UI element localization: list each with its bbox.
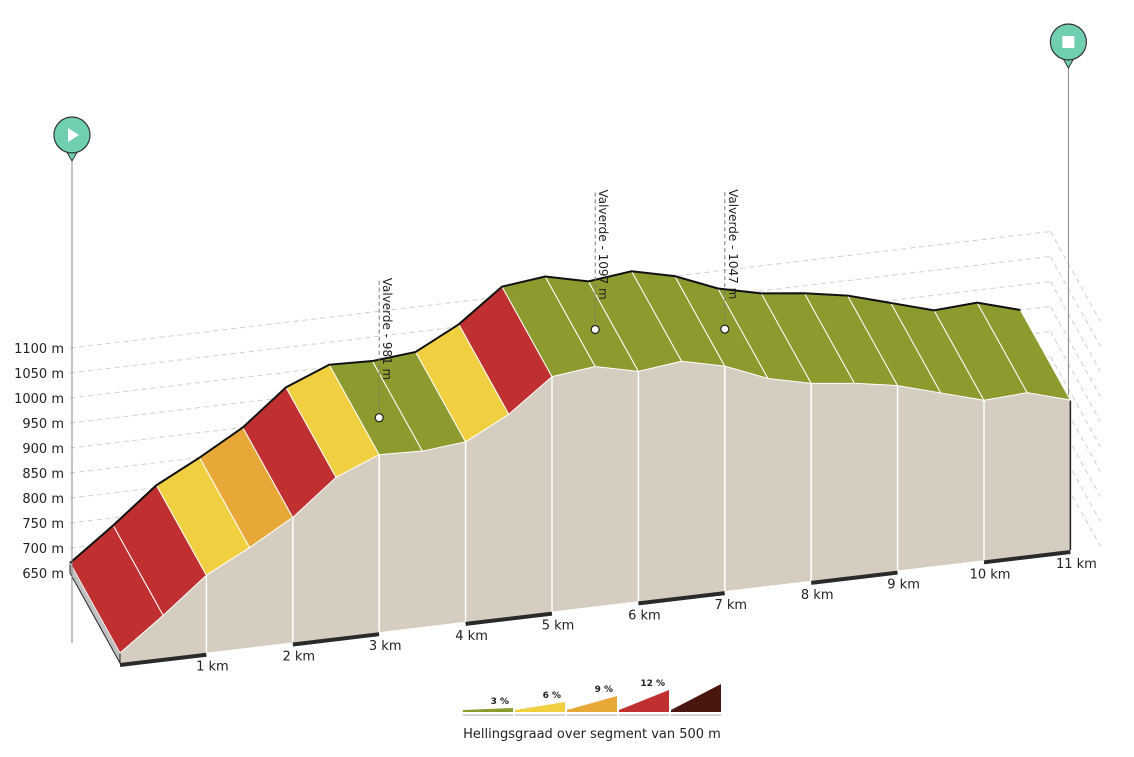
base-strip: [810, 570, 898, 585]
profile-top-edge: [69, 270, 1021, 564]
grid-line: [69, 255, 1051, 374]
base-strip: [119, 652, 207, 667]
peak-point: [720, 324, 730, 334]
legend-caption: Hellingsgraad over segment van 500 m: [463, 727, 721, 742]
grid-line: [1049, 406, 1101, 497]
y-tick-label: 1050 m: [14, 367, 64, 382]
base-strip: [724, 580, 812, 596]
y-tick-label: 1000 m: [14, 392, 64, 407]
grid-line: [1049, 431, 1101, 522]
y-tick-label: 900 m: [22, 442, 64, 457]
grid-line: [1049, 381, 1101, 472]
peak-point: [590, 324, 600, 335]
base-strip: [206, 642, 294, 657]
x-tick-label: 10 km: [970, 567, 1011, 582]
legend-swatch: [567, 696, 617, 712]
grid-line: [1049, 231, 1101, 322]
legend-label: 6 %: [543, 691, 561, 701]
legend-label: 12 %: [640, 679, 665, 689]
base-strip: [983, 550, 1071, 565]
side-layer: [69, 361, 1072, 667]
base-strip: [292, 632, 380, 647]
grid-line: [1049, 356, 1101, 447]
y-tick-label: 850 m: [22, 467, 64, 482]
grid-line: [69, 230, 1051, 349]
legend-swatch: [515, 702, 565, 712]
route-markers: [53, 23, 1088, 643]
base-strip: [378, 621, 466, 637]
grid-line: [1049, 456, 1101, 547]
x-tick-label: 11 km: [1056, 557, 1097, 572]
x-tick-label: 7 km: [714, 598, 747, 613]
legend-label: 9 %: [595, 685, 613, 695]
grid-line: [1049, 331, 1101, 422]
x-tick-label: 6 km: [628, 608, 661, 623]
y-tick-label: 650 m: [22, 567, 64, 582]
x-tick-label: 8 km: [801, 588, 834, 603]
axis-labels: 650 m 700 m 750 m 800 m 850 m 900 m 950 m 1000 …: [14, 342, 1097, 675]
legend-swatch: [671, 684, 721, 712]
grid-line: [1049, 281, 1101, 372]
x-tick-label: 2 km: [282, 649, 315, 664]
y-tick-label: 1100 m: [14, 342, 64, 357]
legend-swatch: [619, 690, 669, 712]
peak-label: Valverde - 1047 m: [726, 189, 740, 299]
peak-point: [374, 413, 384, 423]
x-tick-label: 1 km: [196, 660, 229, 675]
legend-label: 3 %: [491, 697, 509, 707]
x-tick-label: 5 km: [542, 619, 575, 634]
peak-annotations: Valverde - 981 m Valverde - 1097 m Valverd…: [374, 189, 740, 423]
grid-line: [69, 280, 1051, 399]
grade-segments: [69, 270, 1072, 654]
y-tick-label: 700 m: [22, 542, 64, 557]
base-strip: [638, 591, 726, 606]
profile-side-face: [120, 361, 1071, 663]
grid-line: [1049, 306, 1101, 397]
stop-icon: [1062, 36, 1075, 48]
y-tick-label: 950 m: [22, 417, 64, 432]
legend: 3 % 6 % 9 % 12 % Hellingsgraad over segment …: [463, 679, 721, 742]
peak-label: Valverde - 1097 m: [596, 190, 610, 300]
peak-label: Valverde - 981 m: [380, 278, 394, 381]
y-tick-label: 800 m: [22, 492, 64, 507]
x-tick-label: 9 km: [887, 578, 920, 593]
x-tick-label: 3 km: [369, 639, 402, 654]
play-icon: [68, 128, 79, 142]
base-strip: [465, 611, 553, 626]
grid-line: [1049, 256, 1101, 347]
base-strip: [897, 560, 985, 575]
x-tick-label: 4 km: [455, 629, 488, 644]
legend-swatch: [463, 708, 513, 712]
y-tick-label: 750 m: [22, 517, 64, 532]
base-strip: [551, 601, 639, 616]
